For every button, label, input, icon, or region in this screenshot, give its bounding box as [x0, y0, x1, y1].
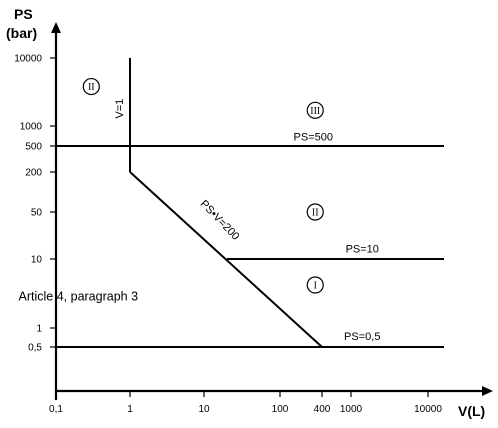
annotation-v-1: V=1	[114, 99, 126, 119]
x-tick-label-0-1: 0,1	[49, 404, 63, 415]
line-ps-v-200	[129, 171, 323, 348]
region-marker-iii-1	[306, 101, 324, 119]
region-marker-ii-0	[82, 77, 100, 96]
y-tick-label-1000: 1000	[20, 122, 43, 133]
x-axis-arrow-icon	[482, 386, 493, 396]
region-marker-ii-2	[306, 203, 324, 221]
x-tick-label-1000: 1000	[340, 404, 363, 415]
region-label-ii-2: II	[312, 208, 319, 219]
x-axis-label: V(L)	[458, 403, 485, 419]
chart-annotations: V=1 PS=500 PS•V=200 PS=10 PS=0,5 Article 4, p…	[19, 99, 381, 343]
y-axis-label-line2: (bar)	[6, 25, 37, 41]
chart-lines	[56, 58, 444, 348]
x-tick-label-1: 1	[127, 404, 133, 415]
annotation-article-4-paragraph-3: Article 4, paragraph 3	[19, 290, 139, 304]
y-tick-label-200: 200	[25, 168, 42, 179]
y-tick-label-50: 50	[31, 208, 43, 219]
x-tick-label-100: 100	[272, 404, 289, 415]
annotation-ps-v-200: PS•V=200	[198, 198, 242, 243]
x-tick-label-400: 400	[314, 404, 331, 415]
axis-ticks: 0,1 1 10 100 400 1000 10000 0,5 1 10 50 200 500 1000 1…	[14, 54, 442, 416]
y-tick-label-1: 1	[36, 324, 42, 335]
region-label-ii-0: II	[88, 82, 95, 93]
x-tick-label-10: 10	[198, 404, 210, 415]
y-tick-label-0-5: 0,5	[28, 343, 42, 354]
annotation-ps-500: PS=500	[294, 131, 333, 143]
y-tick-label-10: 10	[31, 255, 43, 266]
annotation-ps-10: PS=10	[346, 243, 379, 255]
annotation-ps-0-5: PS=0,5	[344, 331, 380, 343]
region-label-iii-1: III	[310, 106, 320, 117]
region-marker-i-3	[306, 276, 324, 294]
y-axis-arrow-icon	[51, 22, 61, 33]
y-tick-label-500: 500	[25, 142, 42, 153]
region-label-i-3: I	[314, 280, 317, 291]
y-tick-label-10000: 10000	[14, 54, 42, 65]
x-tick-label-10000: 10000	[414, 404, 442, 415]
y-axis-label-line1: PS	[14, 6, 33, 22]
